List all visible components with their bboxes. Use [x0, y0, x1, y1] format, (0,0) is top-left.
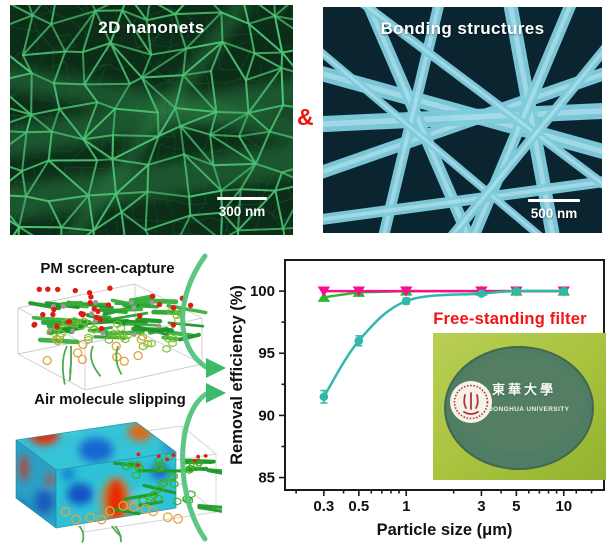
ampersand-text: &: [297, 104, 314, 130]
svg-text:Particle size (μm): Particle size (μm): [377, 521, 513, 539]
svg-text:100: 100: [250, 283, 275, 300]
upper-arrow-shaft: [180, 253, 209, 370]
svg-text:10: 10: [555, 498, 572, 515]
filter-disc-photo: [433, 333, 606, 480]
flow-arrows-icon: [180, 253, 226, 542]
svg-text:95: 95: [258, 345, 275, 362]
bonding-title: Bonding structures: [380, 19, 545, 38]
university-logo-en-text: DONGHUA UNIVERSITY: [488, 406, 570, 413]
bonding-sem-image: [323, 7, 602, 233]
air-slipping-label: Air molecule slipping: [34, 391, 186, 408]
nanonets-sem-image: [10, 5, 293, 235]
sem-nanonets-panel: 2D nanonets 300 nm: [10, 5, 293, 235]
pm-capture-simulation-image: [17, 283, 208, 390]
svg-text:1: 1: [402, 498, 410, 515]
lower-arrow-shaft: [180, 391, 209, 542]
pm-capture-label: PM screen-capture: [40, 260, 175, 277]
inset-label: Free-standing filter: [433, 310, 587, 328]
upper-arrowhead-icon: [206, 358, 226, 378]
svg-text:Removal efficiency (%): Removal efficiency (%): [228, 285, 246, 465]
svg-text:85: 85: [258, 470, 275, 487]
svg-text:0.5: 0.5: [348, 498, 369, 515]
svg-text:0.3: 0.3: [313, 498, 334, 515]
svg-text:5: 5: [512, 498, 520, 515]
nanonets-scale-bar: 300 nm: [217, 197, 267, 219]
svg-text:3: 3: [477, 498, 485, 515]
lower-arrowhead-icon: [206, 383, 226, 403]
scale-bar-line: [528, 199, 580, 202]
scale-bar-line: [217, 197, 267, 200]
air-slipping-simulation-image: [14, 421, 222, 544]
efficiency-chart-wrapper: 0.3 0.5 1 3 5 10 85 90 95 100 Particle size (μm) Re…: [225, 248, 611, 547]
nanonets-scale-label: 300 nm: [218, 204, 266, 219]
nanonets-title: 2D nanonets: [98, 18, 205, 37]
sem-bonding-panel: Bonding structures 500 nm: [323, 7, 602, 233]
efficiency-chart: 0.3 0.5 1 3 5 10 85 90 95 100 Particle size (μm) Re…: [228, 259, 605, 539]
filter-photo-inset: 東華大學 DONGHUA UNIVERSITY: [433, 333, 606, 480]
bonding-scale-bar: 500 nm: [528, 199, 580, 221]
svg-text:90: 90: [258, 407, 275, 424]
university-logo-cn-text: 東華大學: [492, 382, 557, 397]
bonding-scale-label: 500 nm: [530, 206, 578, 221]
